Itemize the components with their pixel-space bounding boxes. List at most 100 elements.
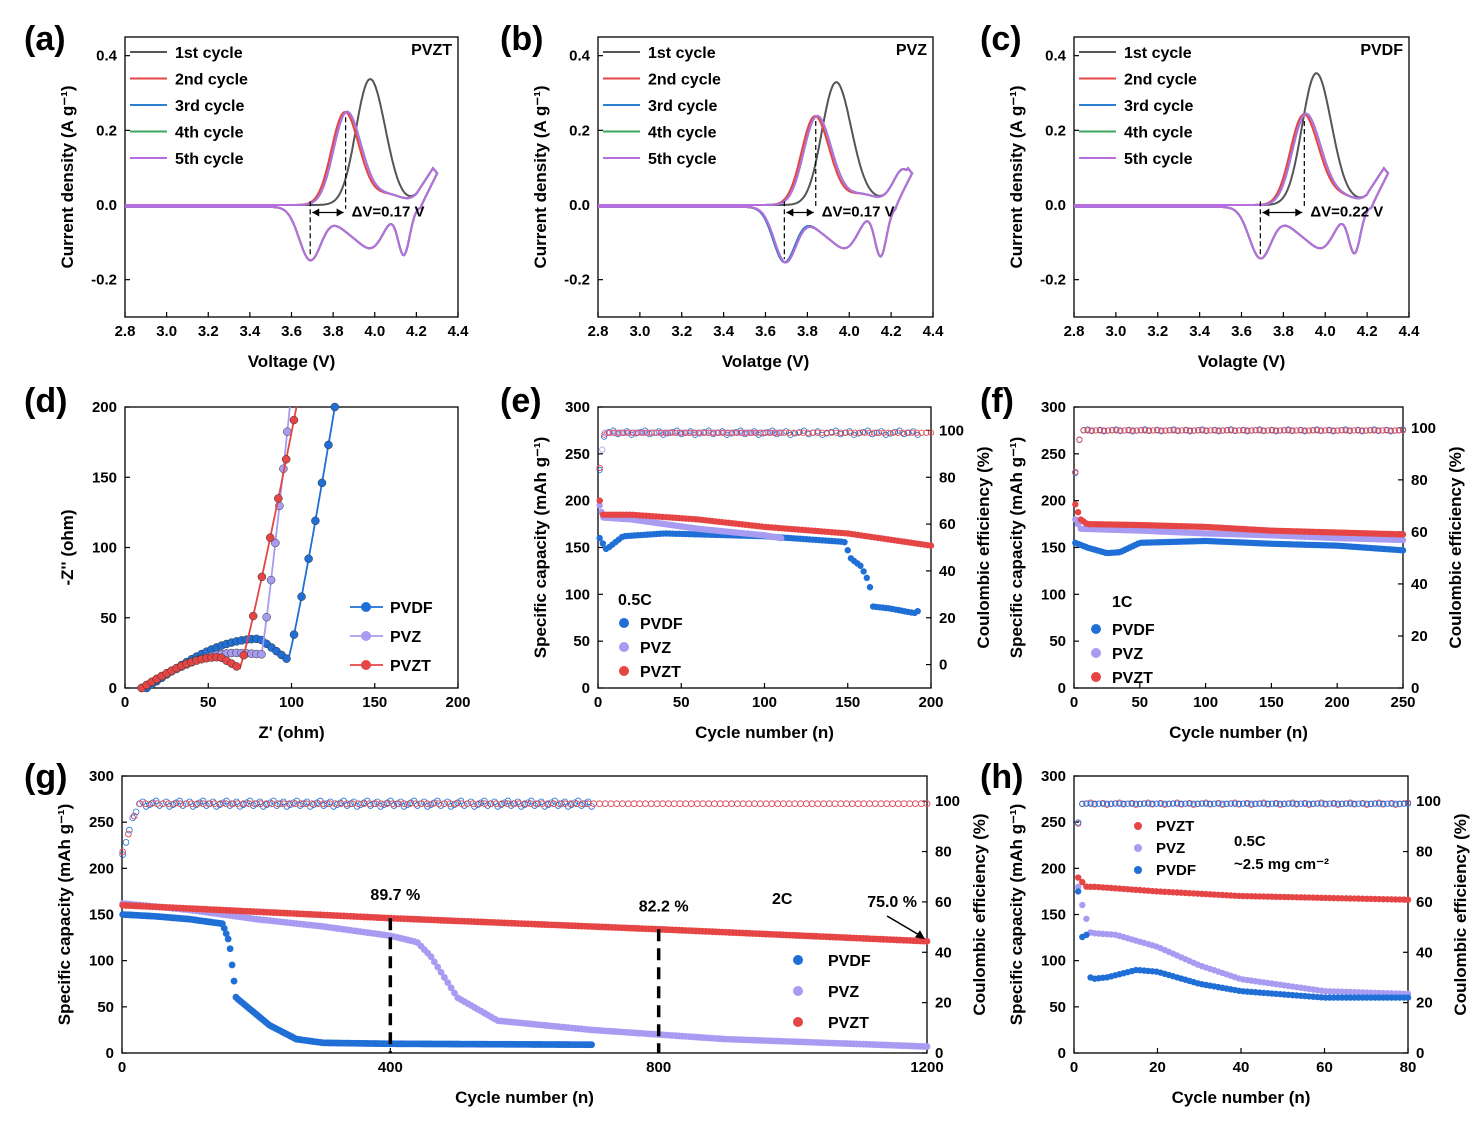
capacity-point-PVDF [863,574,870,582]
capacity-point-PVZT [1074,874,1082,881]
legend-label-PVZT: PVZT [1156,818,1194,835]
x-tick-label: 0 [118,1059,126,1076]
ce-point-PVZT [860,800,868,807]
legend-marker [793,1017,803,1027]
ce-point-PVZT [119,848,126,856]
ce-point-PVZ [599,446,606,453]
ce-point-PVZT [620,429,627,436]
ce-point-PVZT [601,800,609,807]
ce-point-PVDF [1215,800,1222,807]
legend-label-cycle-4: 4th cycle [175,125,244,142]
nyquist-point [289,630,299,639]
ce-point-PVDF [514,798,522,806]
x-tick-label: 400 [378,1059,403,1076]
ce-point-PVDF [1235,800,1243,807]
capacity-point-PVZT [1072,501,1079,508]
x-tick-label: 4.2 [406,323,427,340]
ce-point-PVZT [686,429,693,436]
ce-point-PVZT [676,800,684,807]
ce-point-PVDF [300,800,307,807]
ce-point-PVDF [596,466,603,474]
retention-label: 75.0 % [867,894,917,911]
ce-point-PVDF [424,803,431,810]
ce-point-PVDF [554,802,562,809]
nyquist-point [297,592,306,601]
legend-marker [793,955,803,965]
x-tick-label: 0 [594,694,602,711]
panel-title: PVDF [1360,42,1403,59]
ce-point-PVZT [1326,427,1333,434]
nyquist-point [317,478,327,488]
ce-point-PVDF [126,826,133,834]
ce-point-PVDF [1157,800,1164,807]
x-tick-label: 80 [1400,1059,1417,1076]
ce-point-PVZT [768,800,776,807]
ce-point-PVZT [711,800,718,807]
nyquist-point [324,440,333,450]
ce-point-PVZT [854,800,862,807]
ce-point-PVDF [323,800,331,807]
ce-point-PVDF [337,799,344,807]
ce-point-PVDF [1359,800,1366,807]
ce-point-PVDF [751,428,758,435]
ce-point-PVDF [347,800,354,807]
nyquist-point [262,612,271,622]
y-axis-label: Current density (A g⁻¹) [1007,85,1026,268]
ce-point-PVZT [748,429,755,436]
ce-point-PVDF [233,798,240,806]
panel-label: (e) [500,382,542,420]
ce-point-PVZT [837,800,845,807]
ce-point-PVDF [791,430,799,437]
panel-title: PVZT [411,42,452,59]
cv-curve-cycle-4 [598,114,914,264]
y2-axis-label: Coulombic efficiency (%) [970,813,989,1015]
ce-point-PVZT [1272,427,1280,434]
capacity-point-PVZ [430,958,438,966]
ce-point-PVDF [313,799,321,807]
retention-arrowhead [915,930,925,940]
ce-point-PVZ [778,429,785,436]
nyquist-point [330,402,340,412]
ce-point-PVZT [785,429,793,436]
ce-point-PVZT [831,800,839,807]
y-tick-label: 200 [1041,493,1066,510]
x-tick-label: 4.0 [1315,323,1336,340]
ce-point-PVDF [1400,800,1407,807]
y2-tick-label: 40 [939,563,956,580]
ce-point-PVZT [1338,427,1345,434]
ce-point-PVDF [1293,800,1300,807]
ce-point-PVZT [629,429,636,436]
x-tick-label: 3.8 [797,323,818,340]
x-tick-label: 100 [279,694,304,711]
capacity-point-PVZT [1074,508,1082,516]
x-tick-label: 1200 [910,1059,943,1076]
legend-marker [361,631,371,641]
panel-4: 0 50 100 150 200 0 50 100 150 200 250 300 0 20 40 60 80 1… [500,382,993,742]
x-tick-label: 100 [752,694,777,711]
legend-label-cycle-1: 1st cycle [648,45,716,62]
ce-point-PVDF [273,802,281,809]
legend-marker [1134,866,1142,874]
ce-point-PVZT [1354,427,1362,434]
ce-point-PVDF [1231,800,1238,807]
x-tick-label: 0 [1070,694,1078,711]
dv-label: ΔV=0.17 V [822,203,895,220]
dv-arrowhead [1262,208,1270,217]
ce-point-PVZT [1322,427,1329,434]
nyquist-line-PVDF [146,406,336,689]
panel-label: (g) [24,758,67,796]
y-tick-label: 0 [1058,680,1066,697]
ce-point-PVZT [1117,427,1124,434]
ce-point-PVDF [527,797,535,805]
legend-label-cycle-1: 1st cycle [175,45,243,62]
y2-axis-label: Coulombic efficiency (%) [974,446,993,648]
ce-point-PVZT [1199,427,1206,434]
ce-point-PVDF [276,800,284,807]
nyquist-point [289,415,299,425]
ce-point-PVZT [1092,427,1099,434]
y-tick-label: 250 [89,814,114,831]
x-tick-label: 4.2 [1357,323,1378,340]
ce-point-PVZT [843,800,850,807]
y-tick-label: 100 [1041,953,1066,970]
ce-point-PVDF [481,797,488,805]
